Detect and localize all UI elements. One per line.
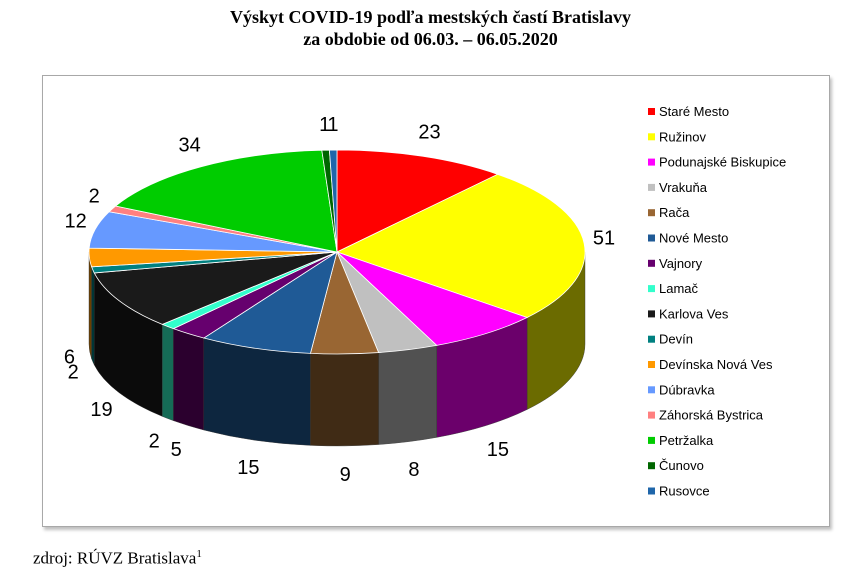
chart-title-line-1: Výskyt COVID-19 podľa mestských častí Br… <box>230 7 631 27</box>
pie-slice-16 <box>328 149 338 253</box>
legend-item: Rača <box>648 205 690 220</box>
legend-swatch <box>648 285 655 293</box>
data-label: 2 <box>89 186 100 208</box>
pie-slice-6 <box>202 251 338 354</box>
legend-swatch <box>648 108 655 115</box>
data-label: 34 <box>178 134 200 156</box>
legend-item: Dúbravka <box>648 382 715 397</box>
pie-side-11 <box>88 251 92 359</box>
legend-swatch <box>648 411 655 419</box>
data-label: 8 <box>408 459 419 481</box>
legend-label: Nové Mesto <box>659 231 728 246</box>
data-label: 2 <box>68 362 79 384</box>
legend-label: Petržalka <box>659 433 714 448</box>
legend-item: Nové Mesto <box>648 231 728 246</box>
legend-item: Vajnory <box>648 256 703 271</box>
legend-item: Záhorská Bystrica <box>648 408 764 423</box>
legend-item: Vrakuňa <box>648 180 708 195</box>
pie-slice-3 <box>336 251 529 346</box>
legend-label: Rača <box>659 205 690 220</box>
data-label: 9 <box>340 464 351 486</box>
legend-item: Ružinov <box>648 129 706 144</box>
legend-label: Lamač <box>659 281 699 296</box>
data-label: 2 <box>149 431 160 453</box>
legend-label: Ružinov <box>659 129 706 144</box>
data-label: 12 <box>64 211 86 233</box>
data-label: 19 <box>90 399 112 421</box>
legend-swatch <box>648 386 655 394</box>
legend-label: Podunajské Biskupice <box>659 155 786 170</box>
pie-side-5 <box>310 352 379 447</box>
pie-top <box>88 149 586 355</box>
legend-swatch <box>648 462 655 470</box>
pie-slice-1 <box>336 149 499 253</box>
legend-swatch <box>648 335 655 343</box>
legend-item: Čunovo <box>648 458 704 473</box>
data-label: 15 <box>487 439 509 461</box>
legend-label: Dúbravka <box>659 382 715 397</box>
pie-slice-2 <box>335 173 586 318</box>
legend-swatch <box>648 234 655 242</box>
pie-side-4 <box>378 345 437 445</box>
pie-side-walls <box>88 251 586 447</box>
legend-item: Devín <box>648 332 693 347</box>
source-footnote: 1 <box>196 548 202 560</box>
data-label: 1 <box>327 114 338 136</box>
legend-swatch <box>648 361 655 368</box>
legend-label: Karlova Ves <box>659 306 729 321</box>
data-label: 5 <box>171 439 182 461</box>
pie-side-10 <box>91 266 95 366</box>
legend-swatch <box>648 487 655 495</box>
legend-item: Petržalka <box>648 433 714 448</box>
legend-swatch <box>648 436 655 444</box>
legend-swatch <box>648 209 655 217</box>
data-label: 1 <box>319 114 330 136</box>
legend-label: Vajnory <box>659 256 703 271</box>
legend-label: Devín <box>659 332 693 347</box>
legend-item: Podunajské Biskupice <box>648 155 786 170</box>
data-label: 6 <box>64 347 75 369</box>
data-label: 23 <box>418 122 440 144</box>
legend-label: Devínska Nová Ves <box>659 357 773 372</box>
legend-label: Čunovo <box>659 458 704 473</box>
legend-swatch <box>648 310 655 318</box>
pie-slice-9 <box>93 251 338 325</box>
legend-label: Staré Mesto <box>659 104 729 119</box>
legend: Staré Mesto Ružinov Podunajské Biskupice Vr… <box>648 104 786 499</box>
data-label: 51 <box>593 228 615 250</box>
legend-swatch <box>648 158 655 166</box>
legend-label: Rusovce <box>659 484 710 499</box>
pie-slice-14 <box>114 149 338 253</box>
legend-item: Staré Mesto <box>648 104 729 119</box>
chart-title-line-2: za obdobie od 06.03. – 06.05.2020 <box>303 29 558 49</box>
legend-swatch <box>648 259 655 267</box>
data-label: 15 <box>237 457 259 479</box>
legend-item: Rusovce <box>648 484 710 499</box>
legend-item: Lamač <box>648 281 699 296</box>
legend-swatch <box>648 133 655 141</box>
source-text: zdroj: RÚVZ Bratislava <box>33 548 197 568</box>
legend-item: Karlova Ves <box>648 306 729 321</box>
pie-side-8 <box>162 324 174 421</box>
pie-side-7 <box>173 328 204 431</box>
legend-item: Devínska Nová Ves <box>648 357 773 372</box>
legend-label: Záhorská Bystrica <box>659 408 764 423</box>
pie-side-6 <box>203 337 311 446</box>
source-note: zdroj: RÚVZ Bratislava1 <box>33 548 202 569</box>
legend-swatch <box>648 183 655 191</box>
legend-label: Vrakuňa <box>659 180 708 195</box>
